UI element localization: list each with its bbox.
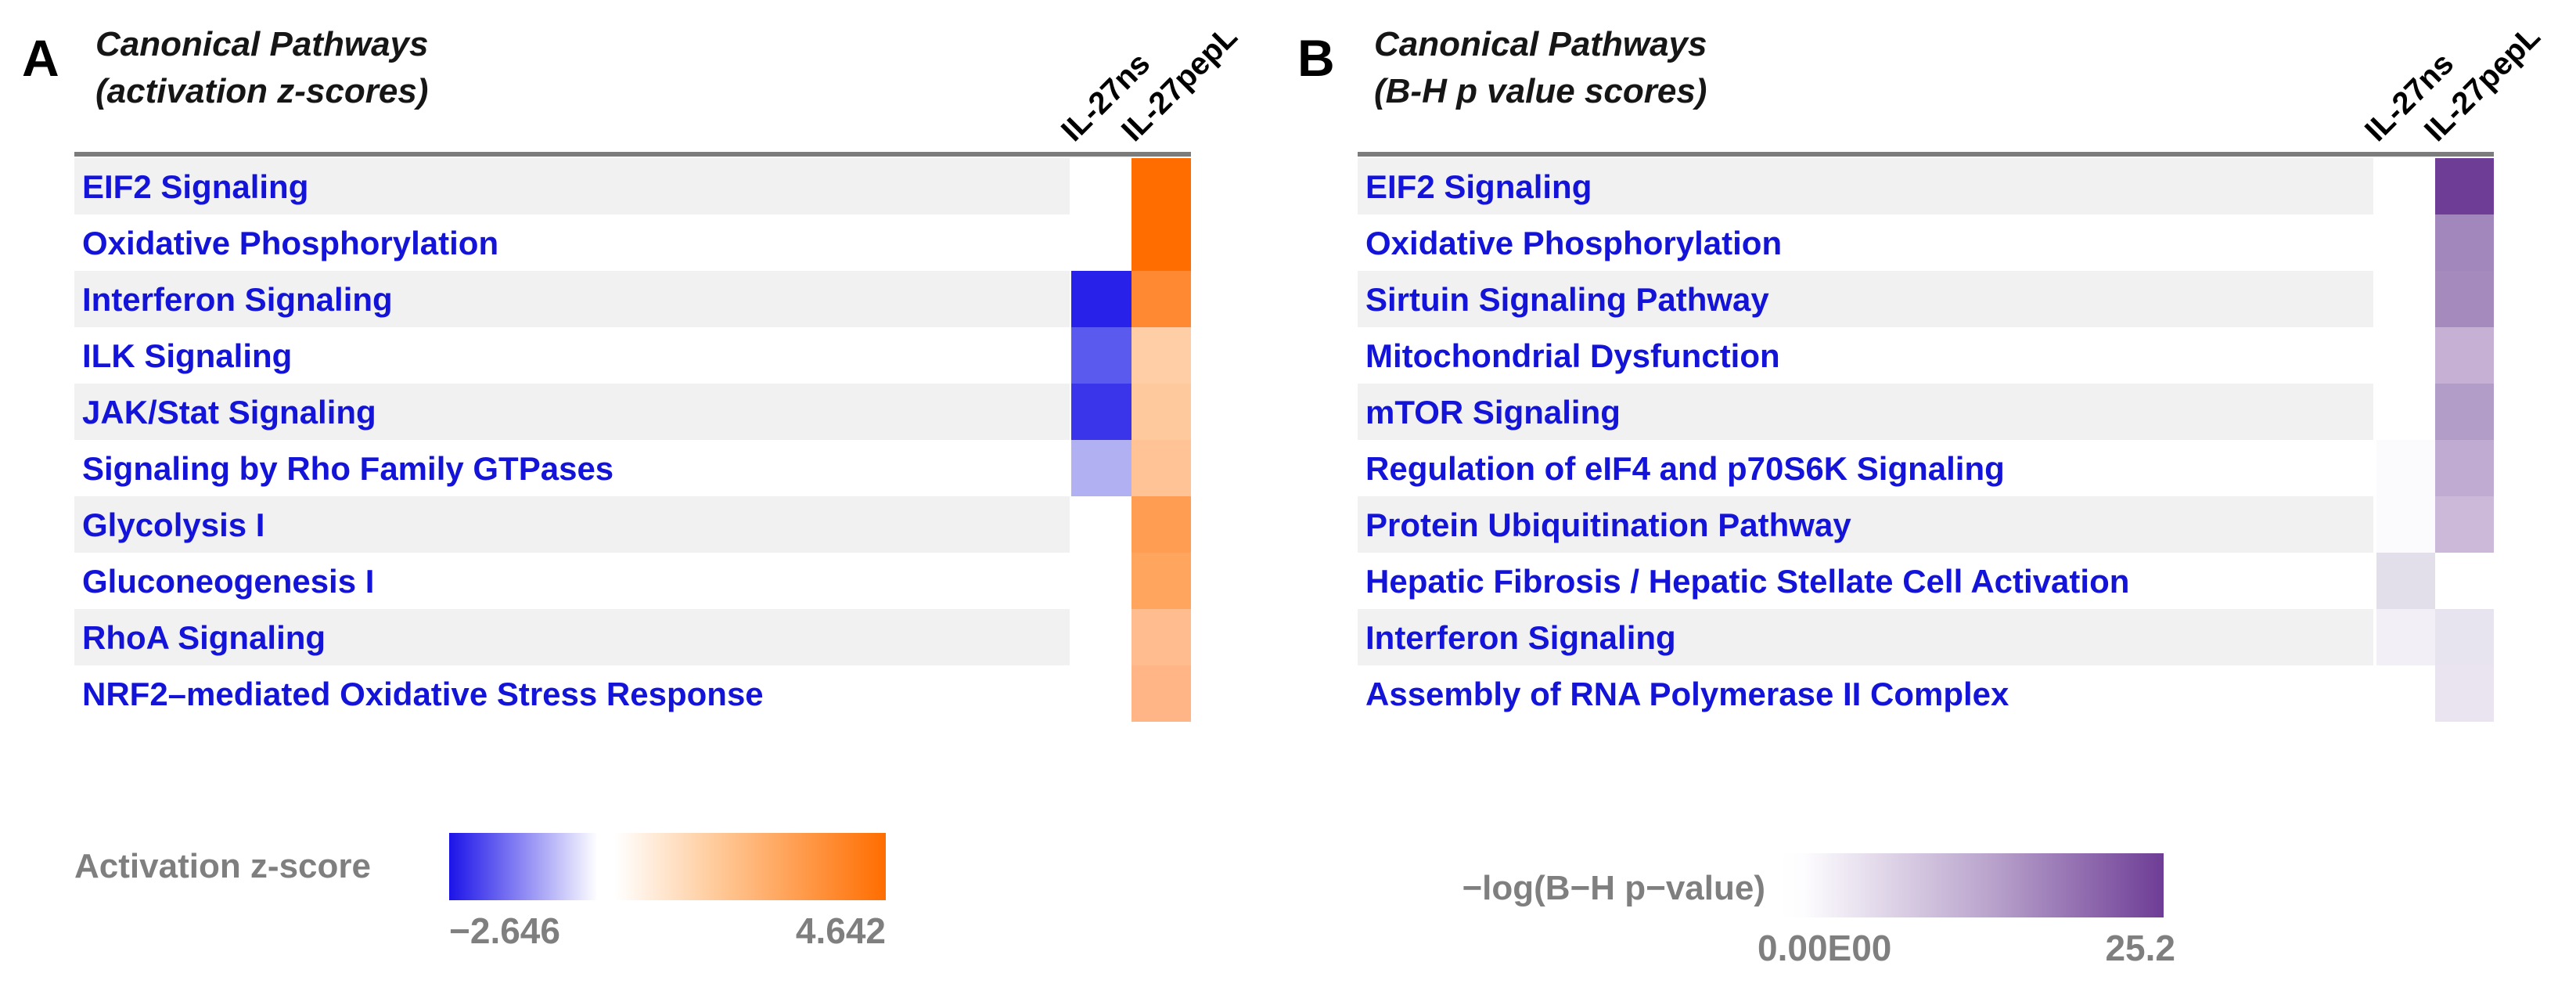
panel-a-colorbar-ticks: −2.646 4.642 bbox=[449, 910, 886, 952]
pathway-label: mTOR Signaling bbox=[1365, 394, 1621, 431]
pathway-row: EIF2 Signaling bbox=[1358, 158, 2373, 214]
pathway-label: RhoA Signaling bbox=[82, 619, 326, 656]
pathway-label: Gluconeogenesis I bbox=[82, 563, 375, 600]
panel-b-title-line2: (B-H p value scores) bbox=[1374, 72, 1707, 110]
heatmap-cell bbox=[2435, 440, 2494, 496]
panel-a-header-rule bbox=[74, 152, 1191, 157]
pathway-label: ILK Signaling bbox=[82, 337, 293, 374]
heatmap-cell bbox=[1131, 609, 1191, 665]
panel-b-colorbar-ticks: 0.00E00 25.2 bbox=[1758, 927, 2175, 969]
panel-b-header-rule bbox=[1358, 152, 2494, 157]
panel-a-title-line2: (activation z-scores) bbox=[95, 72, 429, 110]
pathway-row: NRF2–mediated Oxidative Stress Response bbox=[74, 665, 1070, 722]
pathway-label: Sirtuin Signaling Pathway bbox=[1365, 281, 1769, 318]
panel-b-title-line1: Canonical Pathways bbox=[1374, 25, 1707, 63]
pathway-row: Mitochondrial Dysfunction bbox=[1358, 327, 2373, 384]
heatmap-cell bbox=[1071, 271, 1131, 327]
heatmap-cell bbox=[1131, 327, 1191, 384]
heatmap-cell bbox=[1131, 158, 1191, 214]
pathway-label: Mitochondrial Dysfunction bbox=[1365, 337, 1780, 374]
heatmap-cell bbox=[2435, 214, 2494, 271]
panel-a-legend-label: Activation z-score bbox=[74, 847, 371, 885]
panel-b-letter: B bbox=[1297, 29, 1335, 87]
pathway-row: Oxidative Phosphorylation bbox=[1358, 214, 2373, 271]
panel-b-legend-label: −log(B−H p−value) bbox=[1462, 869, 1765, 907]
heatmap-cell bbox=[1131, 271, 1191, 327]
panel-b-colorbar-min: 0.00E00 bbox=[1758, 928, 1892, 968]
pathway-label: Interferon Signaling bbox=[1365, 619, 1676, 656]
heatmap-cell bbox=[2435, 496, 2494, 553]
pathway-row: ILK Signaling bbox=[74, 327, 1070, 384]
pathway-row: Protein Ubiquitination Pathway bbox=[1358, 496, 2373, 553]
pathway-row: Hepatic Fibrosis / Hepatic Stellate Cell… bbox=[1358, 553, 2373, 609]
panel-a-colorbar-max: 4.642 bbox=[795, 910, 886, 951]
pathway-label: Regulation of eIF4 and p70S6K Signaling bbox=[1365, 450, 2005, 487]
pathway-label: Glycolysis I bbox=[82, 506, 265, 543]
pathway-label: EIF2 Signaling bbox=[82, 168, 309, 205]
pathway-label: Signaling by Rho Family GTPases bbox=[82, 450, 614, 487]
pathway-label: EIF2 Signaling bbox=[1365, 168, 1592, 205]
heatmap-cell bbox=[1131, 665, 1191, 722]
pathway-row: Sirtuin Signaling Pathway bbox=[1358, 271, 2373, 327]
panel-b-colorbar bbox=[1781, 853, 2164, 917]
pathway-row: Interferon Signaling bbox=[74, 271, 1070, 327]
pathway-row: JAK/Stat Signaling bbox=[74, 384, 1070, 440]
pathway-label: Oxidative Phosphorylation bbox=[1365, 225, 1783, 261]
pathway-row: EIF2 Signaling bbox=[74, 158, 1070, 214]
pathway-row: Assembly of RNA Polymerase II Complex bbox=[1358, 665, 2373, 722]
heatmap-cell bbox=[2435, 384, 2494, 440]
heatmap-cell bbox=[2435, 609, 2494, 665]
pathway-row: mTOR Signaling bbox=[1358, 384, 2373, 440]
pathway-row: Regulation of eIF4 and p70S6K Signaling bbox=[1358, 440, 2373, 496]
pathway-label: Assembly of RNA Polymerase II Complex bbox=[1365, 676, 2009, 712]
heatmap-cell bbox=[1131, 214, 1191, 271]
panel-a-colorbar-min: −2.646 bbox=[449, 910, 560, 951]
heatmap-cell bbox=[2376, 440, 2435, 496]
panel-a-title-line1: Canonical Pathways bbox=[95, 25, 429, 63]
pathway-label: Hepatic Fibrosis / Hepatic Stellate Cell… bbox=[1365, 563, 2130, 600]
heatmap-cell bbox=[2435, 158, 2494, 214]
pathway-row: Interferon Signaling bbox=[1358, 609, 2373, 665]
heatmap-cell bbox=[2435, 327, 2494, 384]
pathway-label: Oxidative Phosphorylation bbox=[82, 225, 499, 261]
heatmap-cell bbox=[2376, 609, 2435, 665]
panel-a-letter: A bbox=[22, 29, 59, 87]
pathway-row: Gluconeogenesis I bbox=[74, 553, 1070, 609]
pathway-row: Oxidative Phosphorylation bbox=[74, 214, 1070, 271]
panel-b-colorbar-max: 25.2 bbox=[2105, 928, 2175, 968]
heatmap-cell bbox=[1131, 553, 1191, 609]
heatmap-cell bbox=[2435, 271, 2494, 327]
pathway-row: Signaling by Rho Family GTPases bbox=[74, 440, 1070, 496]
heatmap-cell bbox=[2376, 496, 2435, 553]
pathway-label: JAK/Stat Signaling bbox=[82, 394, 376, 431]
heatmap-cell bbox=[2376, 553, 2435, 609]
heatmap-cell bbox=[2435, 665, 2494, 722]
heatmap-cell bbox=[1131, 384, 1191, 440]
pathway-label: Protein Ubiquitination Pathway bbox=[1365, 506, 1851, 543]
heatmap-cell bbox=[1131, 440, 1191, 496]
heatmap-cell bbox=[1071, 440, 1131, 496]
pathway-row: RhoA Signaling bbox=[74, 609, 1070, 665]
heatmap-cell bbox=[1071, 327, 1131, 384]
pathway-row: Glycolysis I bbox=[74, 496, 1070, 553]
pathway-label: Interferon Signaling bbox=[82, 281, 393, 318]
heatmap-cell bbox=[1131, 496, 1191, 553]
heatmap-cell bbox=[1071, 384, 1131, 440]
panel-a-colorbar bbox=[449, 833, 886, 900]
pathway-label: NRF2–mediated Oxidative Stress Response bbox=[82, 676, 764, 712]
